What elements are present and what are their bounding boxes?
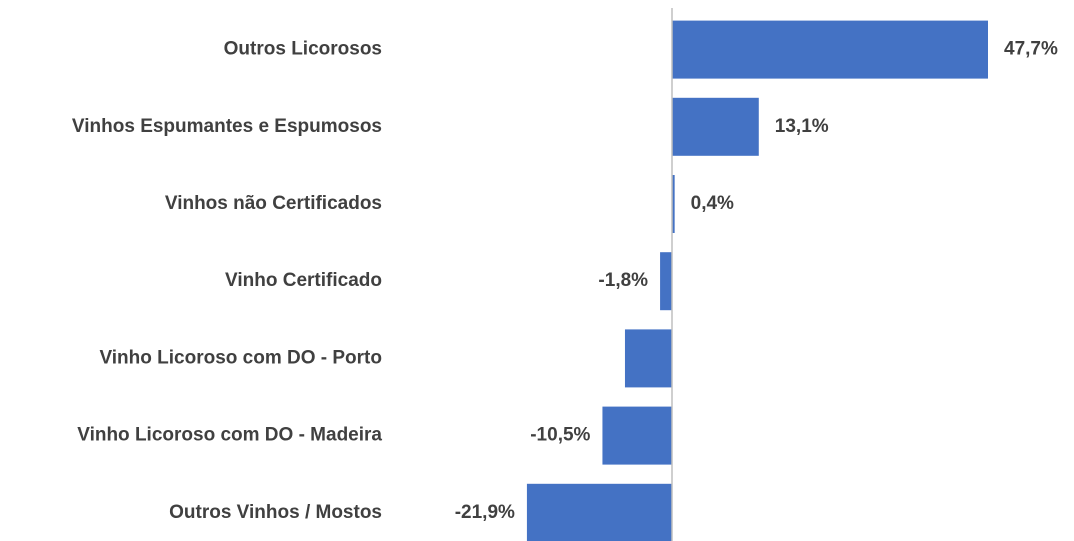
bar	[602, 406, 672, 465]
bar	[624, 329, 672, 388]
category-label: Outros Licorosos	[224, 39, 382, 60]
value-label: -10,5%	[530, 425, 590, 446]
value-label: 0,4%	[691, 193, 734, 214]
category-label: Vinhos não Certificados	[165, 193, 382, 214]
category-label: Vinhos Espumantes e Espumosos	[72, 116, 382, 137]
value-label: 13,1%	[775, 116, 829, 137]
bar	[660, 252, 672, 311]
category-label: Outros Vinhos / Mostos	[169, 502, 382, 523]
bar	[672, 20, 988, 79]
bar	[672, 97, 759, 156]
category-label: Vinho Licoroso com DO - Madeira	[77, 425, 382, 446]
category-label: Vinho Certificado	[225, 270, 382, 291]
value-label: 47,7%	[1004, 39, 1058, 60]
bar	[526, 483, 672, 541]
value-label: -21,9%	[455, 502, 515, 523]
bar	[672, 175, 675, 233]
category-label: Vinho Licoroso com DO - Porto	[99, 347, 382, 368]
value-label: -1,8%	[598, 270, 648, 291]
